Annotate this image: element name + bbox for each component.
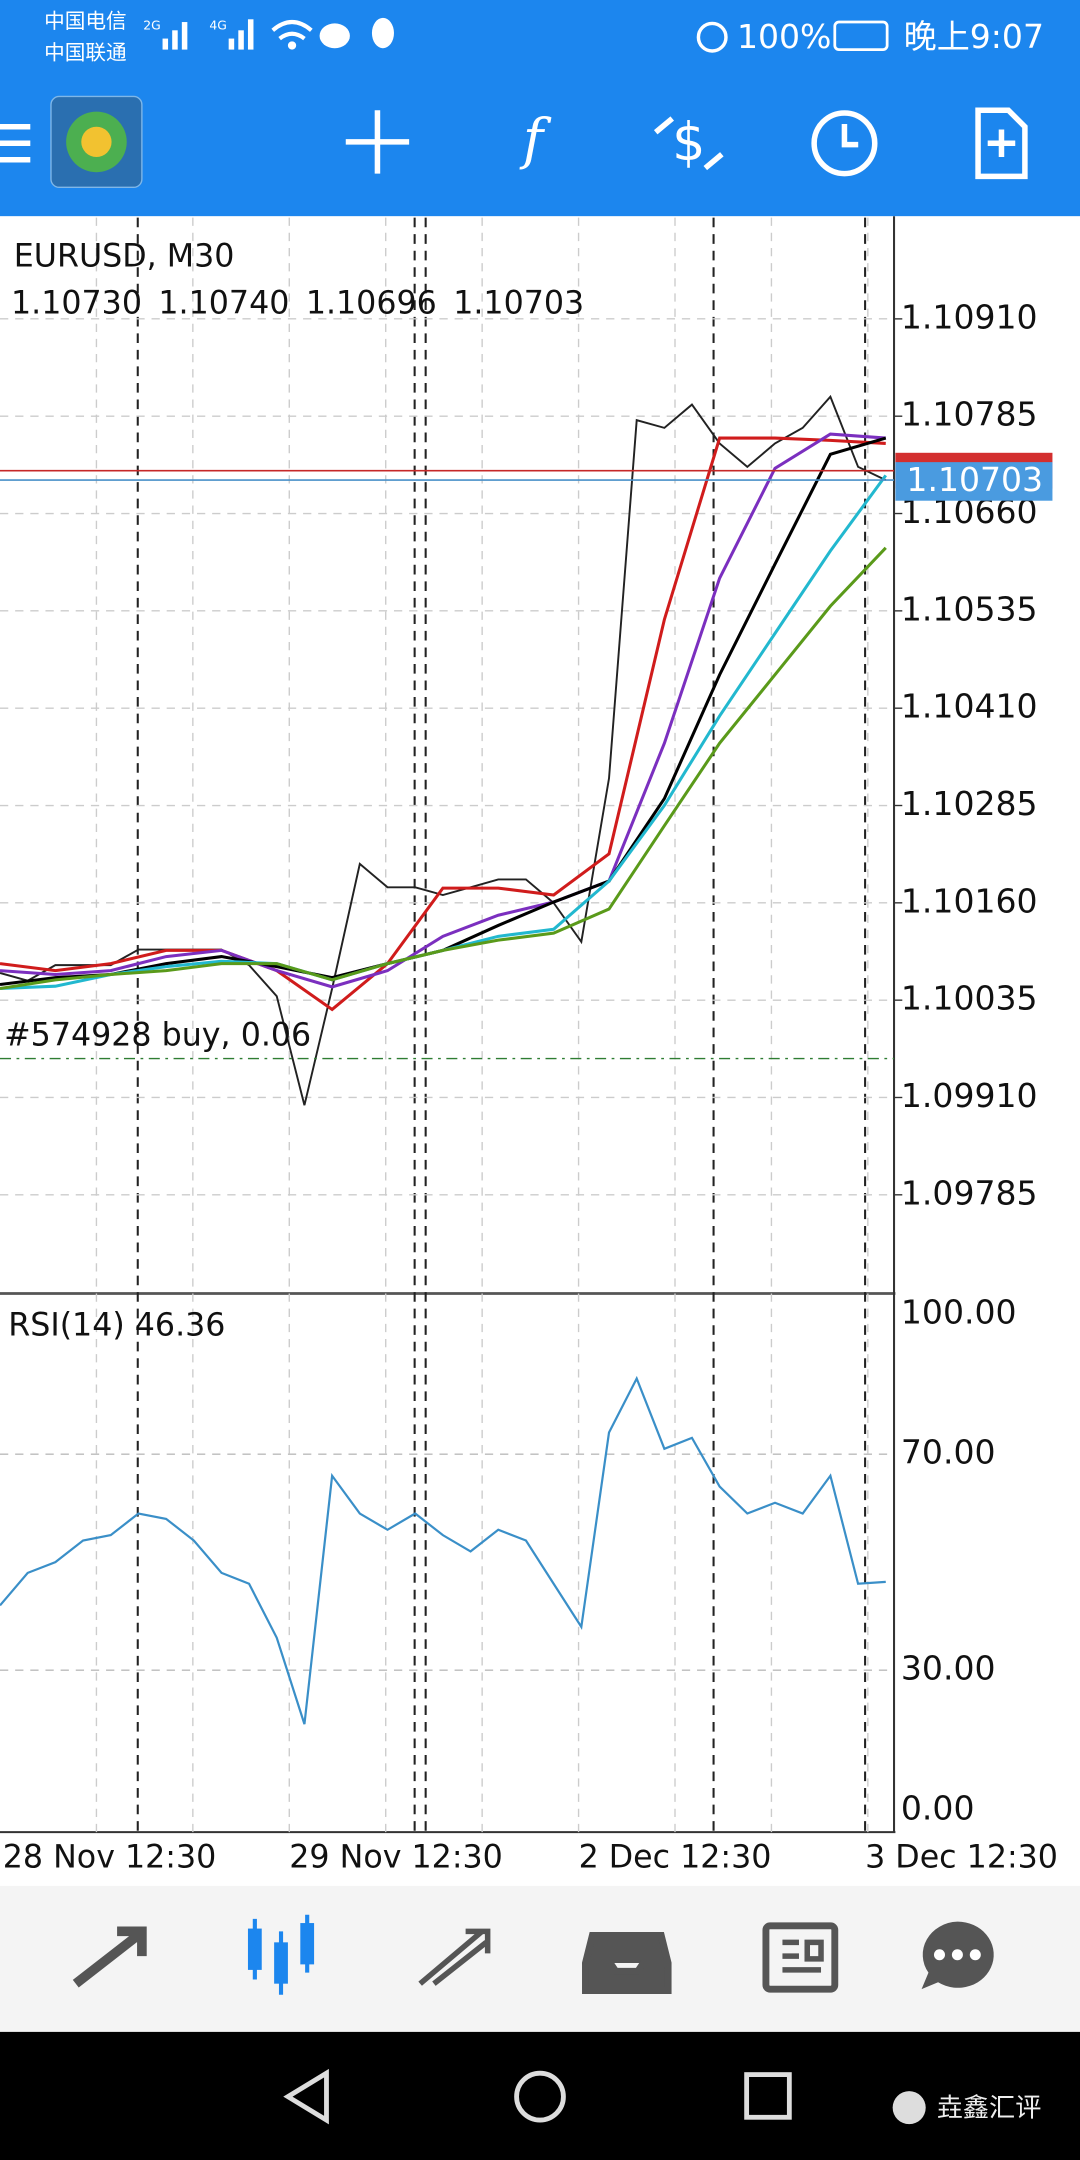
app-header [0, 0, 1080, 217]
news-tab [782, 1939, 824, 1973]
period-button[interactable] [811, 110, 878, 177]
carrier: 中国电信 [44, 9, 127, 33]
alarm-icon [696, 21, 728, 53]
quotes-tab[interactable] [72, 1926, 147, 1988]
toolbar: f $ [0, 95, 1028, 189]
moving-average [0, 436, 886, 1012]
x-tick-label: 3 Dec 12:30 [865, 1839, 1058, 1875]
chat-tab [933, 1949, 945, 1961]
battery-icon [833, 20, 889, 51]
wifi-icon [271, 19, 313, 41]
price-tick-label: 1.10535 [901, 589, 1038, 628]
x-tick-label: 29 Nov 12:30 [289, 1839, 503, 1875]
ohlc-value: 1.10703 [453, 285, 584, 321]
trade-button [653, 116, 724, 171]
signal [181, 22, 188, 50]
symbol: EURUSD, M30 [14, 239, 235, 275]
x-tick-label: 28 Nov 12:30 [3, 1839, 217, 1875]
carrier: 中国联通 [44, 41, 127, 65]
watermark: 垚鑫汇评 [937, 2094, 1042, 2124]
status-bar: 中国电信 中国联通 2G 4G 100% 晚上9:07 [44, 9, 1044, 65]
bottom-nav-bg [0, 1885, 1080, 2032]
news-tab[interactable] [762, 1922, 839, 1993]
price-tick-label: 1.09910 [901, 1076, 1038, 1115]
clock: 晚上9:07 [904, 17, 1044, 56]
moving-average [0, 432, 886, 989]
app-logo [81, 126, 112, 158]
order-label: #574928 buy, 0.06 [4, 1018, 311, 1054]
signal [228, 38, 235, 50]
rsi-tick-label: 70.00 [901, 1433, 996, 1472]
menu-button[interactable] [0, 123, 31, 163]
ohlc-value: 1.10740 [158, 285, 289, 321]
signal [238, 30, 244, 50]
network: 4G [209, 18, 226, 33]
wifi-icon [287, 41, 297, 50]
price-tick-label: 1.10910 [901, 297, 1038, 336]
trade-tab[interactable] [418, 1928, 491, 1986]
price-tick-label: 1.10410 [901, 687, 1038, 726]
price-tick-label: 1.10160 [901, 881, 1038, 920]
signal [172, 30, 178, 50]
price-tick-label: 1.10785 [901, 395, 1038, 434]
ohlc-value: 1.10696 [306, 285, 437, 321]
price-tick-label: 1.10035 [901, 979, 1038, 1018]
bid-marker [895, 462, 1053, 501]
chart: 1.109101.107851.106601.105351.104101.102… [0, 216, 1080, 1886]
chat-tab [969, 1949, 981, 1961]
crosshair-button[interactable] [345, 110, 410, 174]
qq-icon [371, 17, 394, 49]
history-tab[interactable] [582, 1932, 672, 1995]
moving-average [0, 546, 887, 991]
rsi-tick-label: 100.00 [901, 1293, 1017, 1332]
recents-button[interactable] [744, 2072, 792, 2120]
system-nav: 垚鑫汇评 [0, 2031, 1080, 2160]
network: 2G [143, 18, 160, 33]
home-button[interactable] [514, 2070, 566, 2123]
signal [162, 38, 169, 50]
rsi-label: RSI(14) 46.36 [8, 1308, 225, 1344]
wechat-icon [319, 23, 350, 49]
bottom-nav [0, 1885, 1080, 2032]
signal [247, 19, 254, 50]
back-button[interactable] [283, 2068, 329, 2125]
price-tick-label: 1.09785 [901, 1173, 1038, 1212]
price-tick-label: 1.10285 [901, 784, 1038, 823]
watermark-icon [892, 2091, 926, 2125]
rsi-tick-label: 0.00 [901, 1789, 975, 1828]
new-order-button[interactable] [975, 107, 1028, 180]
battery-level: 100% [737, 17, 831, 56]
price-line [0, 394, 887, 1106]
trade-button[interactable]: $ [672, 112, 705, 173]
period-button [841, 123, 859, 148]
chat-tab [951, 1949, 963, 1961]
x-tick-label: 2 Dec 12:30 [579, 1839, 772, 1875]
rsi-tick-label: 30.00 [901, 1649, 996, 1688]
chart-tab[interactable] [247, 1914, 315, 1995]
ohlc-value: 1.10730 [11, 285, 142, 321]
rsi-line [0, 1375, 886, 1725]
bid-label: 1.10703 [906, 460, 1043, 499]
